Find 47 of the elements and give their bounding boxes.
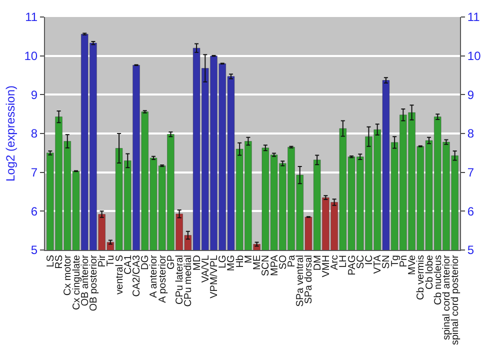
x-tick-label: OB posterior xyxy=(88,254,100,312)
y2-tick-label: 8 xyxy=(467,126,474,141)
y-tick-label: 8 xyxy=(30,126,38,141)
x-tick-label: CPu medial xyxy=(183,255,194,307)
x-tick-label: RS xyxy=(54,254,66,269)
x-tick-label: ventral S xyxy=(114,254,126,294)
x-tick-label: spinal cord posterior xyxy=(450,254,462,346)
x-tick-label: Hb xyxy=(234,254,246,268)
y-tick-label: 7 xyxy=(30,166,38,180)
x-tick-label: SPa dorsal xyxy=(304,255,315,304)
x-tick-label: spinal cord anterior xyxy=(441,254,452,340)
x-tick-label: Tu xyxy=(106,255,117,266)
x-tick-label: Cb nucleus xyxy=(432,255,444,306)
y2-tick-label: 7 xyxy=(467,166,474,180)
x-tick-label: LS xyxy=(45,254,56,268)
y2-tick-label: 9 xyxy=(467,88,474,102)
x-tick-label: M xyxy=(243,255,254,264)
x-tick-label: SCN xyxy=(260,255,272,276)
y-tick-label: 11 xyxy=(25,10,38,24)
y2-tick-label: 10 xyxy=(467,49,482,64)
x-tick-label: IC xyxy=(364,255,375,265)
x-tick-label: VMH xyxy=(320,255,332,278)
y2-tick-label: 5 xyxy=(467,243,474,258)
x-tick-label: LH xyxy=(338,255,350,268)
x-tick-label: A anterior xyxy=(148,254,160,298)
x-tick-label: Pn xyxy=(398,255,410,268)
x-tick-label: DM xyxy=(312,255,324,271)
x-tick-label: GP xyxy=(166,254,177,270)
x-tick-label: OB anterior xyxy=(80,254,91,306)
x-tick-label: MPA xyxy=(269,254,280,276)
y-tick-label: 10 xyxy=(24,49,38,64)
x-tick-label: A posterior xyxy=(157,254,168,303)
y-axis-title: Log2 (expression) xyxy=(4,85,18,182)
x-tick-label: Pa xyxy=(286,254,298,268)
x-tick-label: Cb lobe xyxy=(424,254,436,290)
x-tick-label: SN xyxy=(381,255,392,269)
y2-tick-label: 6 xyxy=(467,204,474,218)
x-tick-label: SO xyxy=(278,254,289,270)
x-tick-label: Tg xyxy=(390,255,401,267)
y-tick-label: 9 xyxy=(30,88,38,102)
y2-tick-label: 11 xyxy=(467,10,480,24)
x-tick-label: Cx cingulate xyxy=(71,254,82,310)
x-tick-label: PAG xyxy=(346,254,358,276)
x-tick-label: CA1 xyxy=(122,254,134,274)
y-tick-label: 5 xyxy=(30,243,38,258)
y-tick-label: 6 xyxy=(30,204,38,218)
x-tick-label: SC xyxy=(355,255,366,269)
